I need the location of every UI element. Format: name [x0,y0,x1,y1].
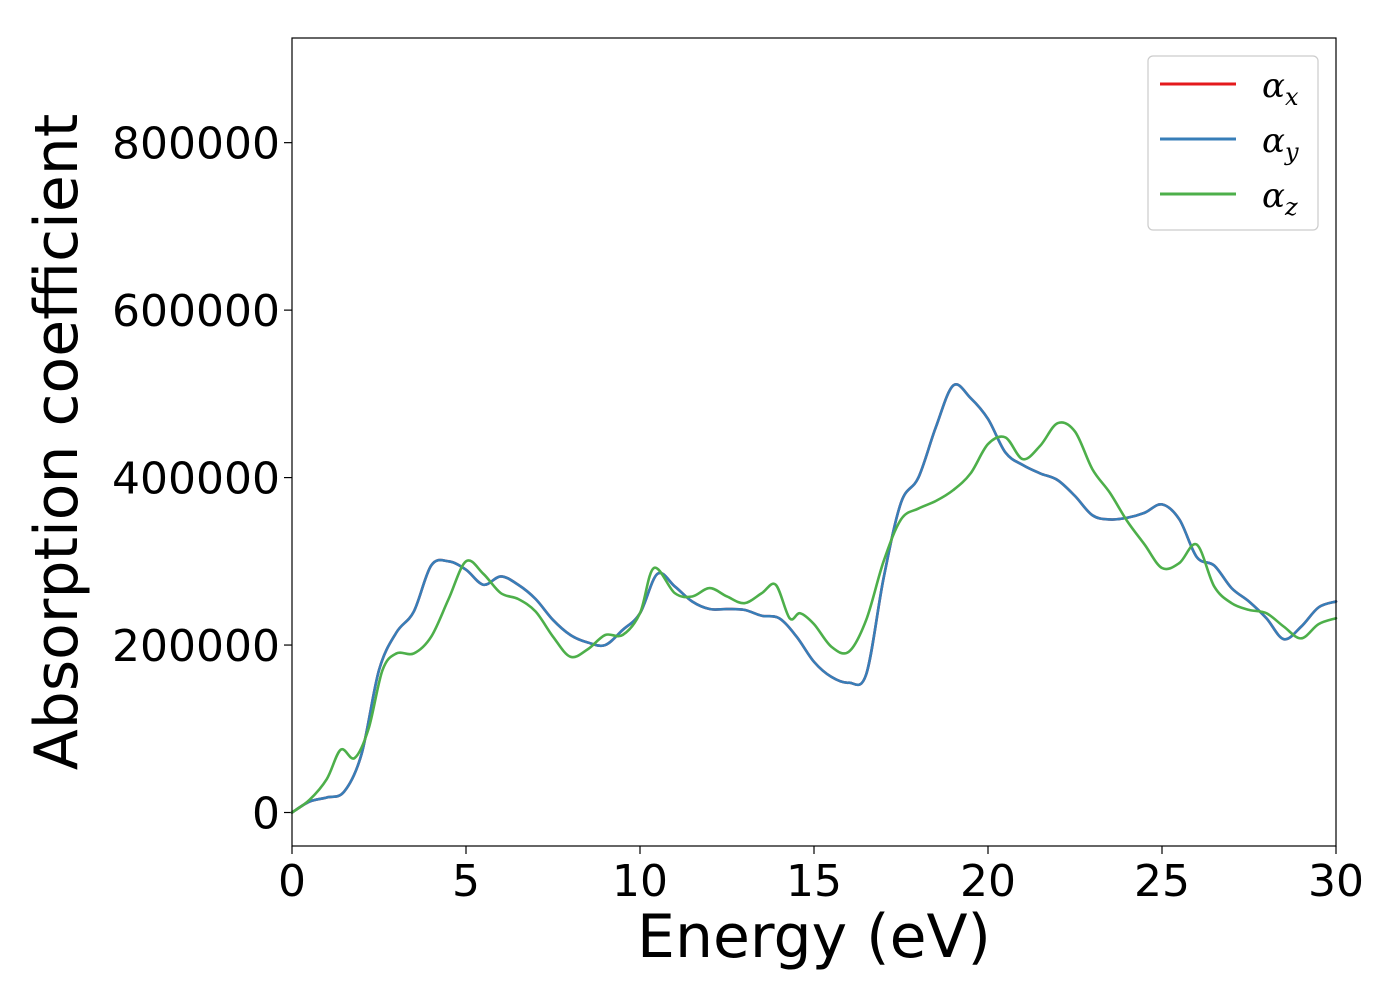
y-tick-label-1: 200000 [112,621,280,672]
series-layer [290,383,1338,814]
legend: αx αy αz [1147,55,1319,231]
x-tick-label-6: 30 [1308,856,1364,907]
x-tick-label-1: 5 [452,856,480,907]
x-tick-label-4: 20 [960,856,1016,907]
ticks-layer: 0 5 10 15 20 25 30 0 200000 400000 600000 800000 [112,119,1364,907]
legend-label-y-sub: y [1284,138,1299,166]
legend-label-x-base: α [1262,66,1285,106]
x-tick-label-2: 10 [612,856,668,907]
legend-label-y: αy [1262,121,1299,166]
x-tick-label-5: 25 [1134,856,1190,907]
legend-label-z: αz [1262,176,1298,221]
y-axis-title: Absorption coefficient [22,114,92,771]
y-tick-label-4: 800000 [112,119,280,170]
x-tick-label-0: 0 [278,856,306,907]
series-line-y [290,383,1338,814]
legend-label-x-sub: x [1285,83,1299,111]
x-tick-label-3: 15 [786,856,842,907]
y-tick-label-0: 0 [252,789,280,840]
legend-label-z-sub: z [1284,193,1298,221]
series-line-z [290,421,1338,814]
legend-label-z-base: α [1262,176,1285,216]
y-tick-label-3: 600000 [112,286,280,337]
legend-label-y-base: α [1262,121,1285,161]
legend-label-x: αx [1262,66,1299,111]
legend-box [1147,55,1319,231]
y-tick-label-2: 400000 [112,454,280,505]
x-axis-title: Energy (eV) [637,902,991,972]
plot-frame [291,37,1337,847]
